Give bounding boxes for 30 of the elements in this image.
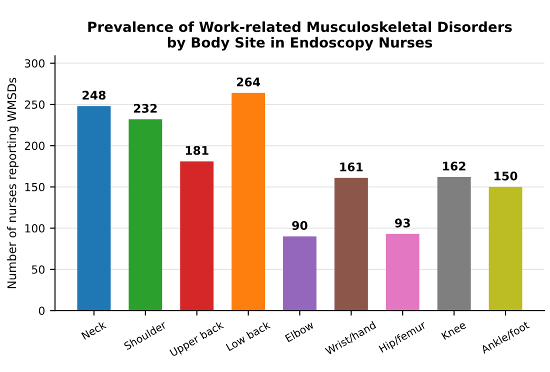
x-tick-label: Low back	[226, 320, 271, 352]
bar	[283, 236, 316, 311]
bar	[232, 92, 266, 311]
bar	[180, 161, 214, 311]
y-axis-title: Number of nurses reporting WMSDs	[7, 78, 19, 288]
y-tick-label: 150	[25, 182, 45, 192]
bar	[386, 234, 420, 311]
bar	[334, 178, 368, 311]
chart-title: Prevalence of Work-related Musculoskeletal Disorders by Body Site in Endoscopy Nurses	[88, 21, 512, 50]
bar	[488, 186, 522, 311]
data-label: 161	[340, 162, 363, 172]
y-tick-label: 300	[24, 59, 45, 68]
data-label: 90	[292, 221, 308, 230]
y-tick-label: 250	[24, 100, 45, 109]
y-tick-label: 50	[32, 265, 45, 274]
y-tick-label: 200	[24, 142, 45, 150]
bar	[437, 177, 471, 311]
data-label: 248	[82, 90, 106, 100]
x-tick-label: Knee	[441, 320, 466, 340]
y-tick-label: 100	[25, 224, 45, 233]
x-tick-label: Neck	[81, 320, 107, 340]
data-label: 150	[494, 172, 518, 180]
bar	[128, 119, 162, 311]
data-label: 232	[134, 104, 157, 113]
data-label: 93	[395, 218, 410, 228]
y-tick-label: 0	[38, 306, 45, 315]
data-label: 181	[186, 146, 208, 155]
data-label: 264	[236, 78, 260, 86]
bar	[77, 106, 111, 311]
data-label: 162	[443, 162, 466, 171]
